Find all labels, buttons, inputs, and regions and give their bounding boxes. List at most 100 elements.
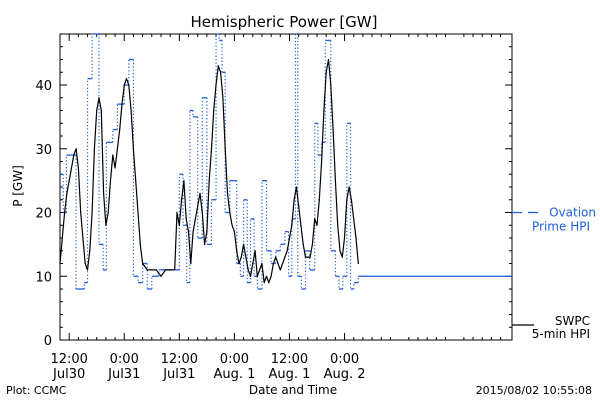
- y-tick-label: 40: [35, 79, 52, 94]
- x-tick-label-time: 0:00: [330, 352, 359, 367]
- swpc-point: [59, 262, 61, 265]
- x-tick-label-time: 12:00: [161, 352, 198, 367]
- swpc-point: [178, 224, 180, 226]
- swpc-point: [114, 167, 116, 169]
- swpc-point: [247, 269, 249, 271]
- plot-frame: [59, 33, 513, 341]
- x-tick-label-date: Aug. 1: [269, 367, 311, 382]
- swpc-point: [334, 180, 336, 182]
- swpc-point: [240, 256, 242, 258]
- swpc-point: [139, 243, 141, 245]
- swpc-point: [254, 250, 256, 252]
- swpc-point: [201, 211, 203, 214]
- swpc-point: [224, 148, 226, 150]
- swpc-line: [59, 58, 359, 284]
- swpc-point: [314, 218, 316, 220]
- swpc-point: [176, 211, 178, 214]
- series-layer: [59, 33, 512, 290]
- swpc-point: [105, 224, 107, 226]
- swpc-point: [307, 256, 309, 258]
- swpc-point: [135, 180, 137, 182]
- swpc-point: [309, 256, 311, 258]
- swpc-point: [284, 256, 286, 258]
- swpc-point: [190, 262, 192, 265]
- swpc-point: [293, 199, 295, 201]
- swpc-point: [206, 231, 208, 233]
- swpc-point: [119, 129, 121, 131]
- legend-swpc-label-1: SWPC: [555, 314, 590, 328]
- swpc-point: [327, 58, 330, 61]
- swpc-point: [291, 224, 293, 226]
- x-tick-label-time: 12:00: [50, 352, 87, 367]
- swpc-point: [109, 180, 112, 182]
- swpc-point: [337, 224, 339, 226]
- swpc-point: [265, 275, 268, 277]
- swpc-point: [160, 275, 162, 277]
- swpc-point: [343, 237, 346, 239]
- chart-title: Hemispheric Power [GW]: [191, 13, 378, 31]
- swpc-point: [130, 109, 132, 112]
- swpc-point: [98, 97, 100, 99]
- y-tick-label: 30: [35, 143, 52, 158]
- swpc-point: [213, 109, 215, 112]
- swpc-point: [93, 148, 95, 150]
- swpc-point: [355, 237, 357, 239]
- swpc-point: [341, 256, 343, 258]
- swpc-point: [155, 269, 157, 271]
- swpc-point: [226, 192, 229, 194]
- swpc-point: [64, 211, 66, 214]
- swpc-point: [332, 129, 334, 131]
- swpc-point: [137, 211, 139, 214]
- swpc-point: [261, 262, 263, 265]
- swpc-point: [323, 109, 325, 112]
- axis-ticks: 01020304012:00Jul300:00Jul3112:00Jul310:…: [35, 34, 512, 382]
- swpc-point: [348, 186, 350, 188]
- swpc-point: [231, 224, 233, 226]
- y-axis-label: P [GW]: [11, 165, 25, 207]
- x-axis-label: Date and Time: [249, 383, 337, 397]
- swpc-point: [66, 192, 68, 194]
- swpc-point: [217, 65, 219, 67]
- swpc-point: [123, 84, 125, 86]
- swpc-point: [73, 154, 75, 156]
- swpc-point: [236, 250, 238, 252]
- swpc-point: [146, 269, 148, 271]
- swpc-point: [295, 186, 297, 188]
- swpc-point: [183, 180, 185, 182]
- swpc-point: [192, 231, 194, 233]
- swpc-point: [286, 250, 288, 252]
- swpc-point: [107, 211, 109, 214]
- y-tick-label: 10: [35, 270, 52, 285]
- swpc-point: [263, 282, 265, 284]
- swpc-point: [220, 71, 222, 73]
- plot-credit: Plot: CCMC: [6, 384, 67, 397]
- swpc-point: [112, 154, 114, 156]
- swpc-point: [245, 256, 247, 258]
- swpc-point: [252, 262, 254, 265]
- swpc-point: [89, 250, 91, 252]
- swpc-point: [357, 262, 359, 265]
- swpc-point: [210, 148, 213, 150]
- x-tick-label-date: Jul30: [52, 367, 85, 382]
- swpc-point: [298, 205, 300, 207]
- x-tick-label-date: Aug. 2: [324, 367, 366, 382]
- swpc-point: [277, 262, 279, 265]
- swpc-point: [199, 192, 201, 194]
- swpc-point: [100, 109, 102, 112]
- swpc-point: [116, 148, 118, 150]
- swpc-point: [330, 84, 332, 86]
- swpc-point: [84, 262, 86, 265]
- swpc-point: [96, 109, 98, 112]
- swpc-point: [86, 269, 89, 271]
- swpc-point: [249, 275, 252, 277]
- swpc-point: [256, 275, 258, 277]
- swpc-point: [350, 199, 352, 201]
- x-tick-label-time: 0:00: [110, 352, 139, 367]
- swpc-point: [270, 275, 272, 277]
- swpc-point: [204, 243, 206, 245]
- swpc-point: [121, 103, 123, 105]
- swpc-point: [194, 218, 196, 220]
- swpc-point: [70, 167, 73, 169]
